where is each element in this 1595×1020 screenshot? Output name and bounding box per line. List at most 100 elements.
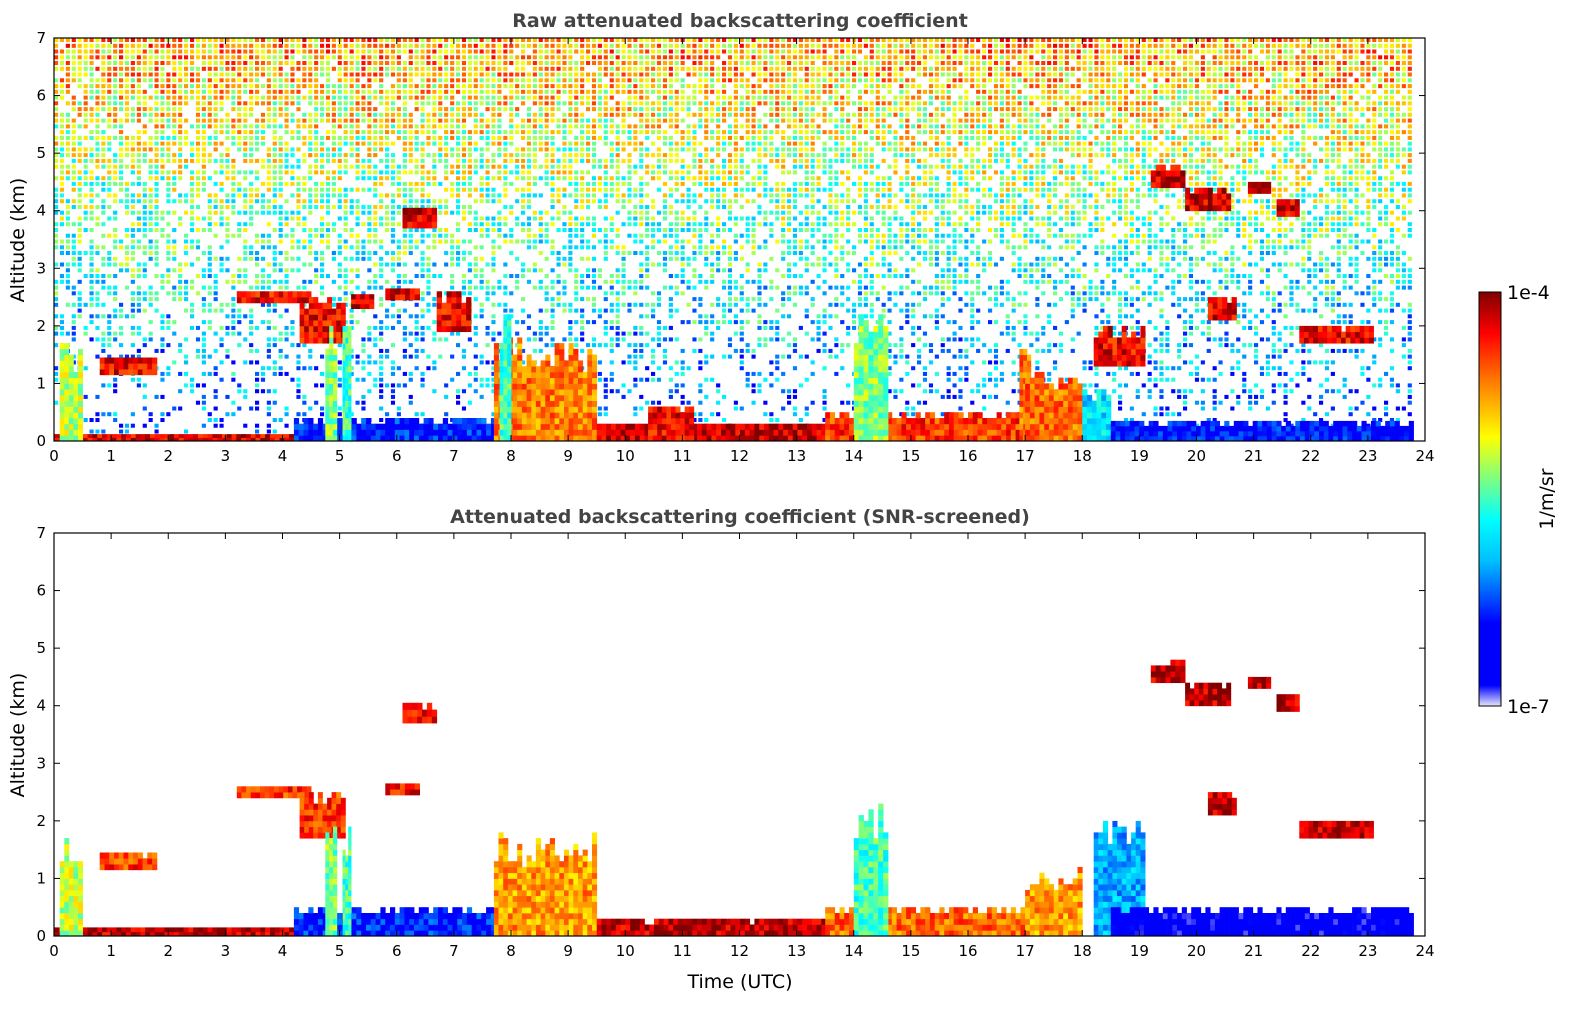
backscatter-feature-20 (1082, 389, 1112, 442)
x-tick-label: 2 (163, 942, 173, 960)
y-tick-label: 5 (36, 144, 46, 162)
x-tick-label: 11 (673, 447, 692, 465)
y-tick-label: 1 (36, 869, 46, 887)
y-tick-label: 0 (36, 432, 46, 450)
plot-frame-raw (53, 37, 1426, 442)
backscatter-feature-0 (54, 434, 295, 442)
x-tick-label: 4 (278, 447, 288, 465)
y-tick-label: 7 (36, 524, 46, 542)
x-tick-label: 3 (221, 447, 231, 465)
x-tick-label: 16 (958, 447, 977, 465)
backscatter-feature-9 (402, 702, 438, 724)
x-tick-label: 8 (506, 447, 516, 465)
backscatter-feature-4 (299, 297, 346, 344)
y-tick-label: 5 (36, 639, 46, 657)
x-tick-label: 14 (844, 447, 863, 465)
backscatter-feature-24 (1185, 187, 1232, 212)
panel-screened: Attenuated backscattering coefficient (S… (7, 506, 1435, 993)
backscatter-feature-9 (385, 288, 420, 301)
x-tick-label: 3 (221, 942, 231, 960)
x-tick-label: 15 (901, 447, 920, 465)
y-ticks-screened: 0 1 2 3 4 5 6 7 (36, 524, 1425, 945)
x-tick-label: 18 (1073, 942, 1092, 960)
y-tick-label: 3 (36, 259, 46, 277)
y-tick-label: 0 (36, 927, 46, 945)
x-tick-label: 14 (844, 942, 863, 960)
x-tick-label: 19 (1130, 447, 1149, 465)
x-tick-label: 24 (1415, 942, 1434, 960)
backscatter-feature-28 (1299, 325, 1374, 344)
noise-field (54, 38, 1412, 440)
y-ticks-raw: 0 1 2 3 4 5 6 7 (36, 29, 1425, 450)
x-tick-label: 1 (106, 942, 116, 960)
x-tick-label: 5 (335, 942, 345, 960)
x-tick-label: 10 (616, 942, 635, 960)
x-tick-label: 6 (392, 447, 402, 465)
backscatter-feature-25 (1247, 181, 1272, 194)
backscatter-feature-1 (59, 838, 83, 937)
colorbar-scale (1478, 291, 1502, 707)
backscatter-feature-1 (59, 343, 83, 442)
backscatter-feature-6 (325, 826, 338, 937)
x-tick-label: 15 (901, 942, 920, 960)
x-tick-label: 7 (449, 447, 459, 465)
x-tick-label: 7 (449, 942, 459, 960)
backscatter-feature-8 (351, 294, 375, 309)
x-ticks-screened: 0 1 2 3 4 5 6 7 8 9 10 11 12 13 14 15 16 17 18 19 20 21 22 23 24 (49, 533, 1435, 960)
panel-raw: Raw attenuated backscattering coefficien… (7, 10, 1435, 465)
backscatter-feature-15 (648, 406, 695, 442)
backscatter-feature-10 (493, 832, 598, 937)
x-tick-label: 13 (787, 447, 806, 465)
y-tick-label: 4 (36, 202, 46, 220)
colorbar: 1e-4 1e-7 1/m/sr (1478, 282, 1558, 718)
y-tick-label: 6 (36, 582, 46, 600)
backscatter-feature-27 (1207, 297, 1237, 321)
backscatter-feature-14 (1025, 866, 1083, 937)
x-tick-label: 17 (1016, 447, 1035, 465)
x-tick-label: 0 (49, 942, 59, 960)
x-tick-label: 8 (506, 942, 516, 960)
x-tick-label: 20 (1187, 447, 1206, 465)
backscatter-feature-16 (1110, 907, 1414, 937)
plot-frame-screened (53, 532, 1426, 937)
x-tick-label: 21 (1244, 942, 1263, 960)
x-tick-label: 23 (1358, 447, 1377, 465)
x-tick-label: 0 (49, 447, 59, 465)
colorbar-unit-label: 1/m/sr (1536, 468, 1558, 529)
backscatter-feature-19 (1025, 371, 1083, 442)
x-tick-label: 16 (958, 942, 977, 960)
heatmap-raw (54, 38, 1414, 442)
backscatter-feature-8 (385, 783, 420, 796)
x-tick-label: 11 (673, 942, 692, 960)
x-tick-label: 12 (730, 447, 749, 465)
backscatter-feature-21 (1093, 325, 1146, 367)
backscatter-feature-5 (299, 792, 346, 839)
x-tick-label: 20 (1187, 942, 1206, 960)
backscatter-feature-26 (1276, 199, 1300, 217)
y-tick-label: 2 (36, 812, 46, 830)
x-tick-label: 9 (563, 942, 573, 960)
backscatter-feature-14 (596, 423, 832, 442)
backscatter-feature-2 (99, 852, 158, 871)
backscatter-feature-11 (596, 918, 832, 937)
x-tick-label: 1 (106, 447, 116, 465)
x-tick-label: 6 (392, 942, 402, 960)
backscatter-feature-7 (342, 826, 352, 937)
y-axis-label-screened: Altitude (km) (7, 673, 29, 798)
backscatter-feature-5 (293, 418, 506, 442)
backscatter-feature-22 (1110, 420, 1414, 442)
y-tick-label: 4 (36, 697, 46, 715)
backscatter-feature-13 (499, 314, 512, 442)
y-tick-label: 6 (36, 87, 46, 105)
x-axis-label: Time (UTC) (686, 971, 792, 993)
backscatter-feature-21 (1207, 792, 1237, 816)
x-tick-label: 22 (1301, 942, 1320, 960)
backscatter-feature-0 (54, 927, 295, 937)
y-tick-label: 3 (36, 754, 46, 772)
x-tick-label: 4 (278, 942, 288, 960)
x-tick-label: 22 (1301, 447, 1320, 465)
y-tick-label: 7 (36, 29, 46, 47)
panel-raw-title: Raw attenuated backscattering coefficien… (512, 10, 968, 32)
x-tick-label: 13 (787, 942, 806, 960)
y-axis-label-raw: Altitude (km) (7, 178, 29, 303)
